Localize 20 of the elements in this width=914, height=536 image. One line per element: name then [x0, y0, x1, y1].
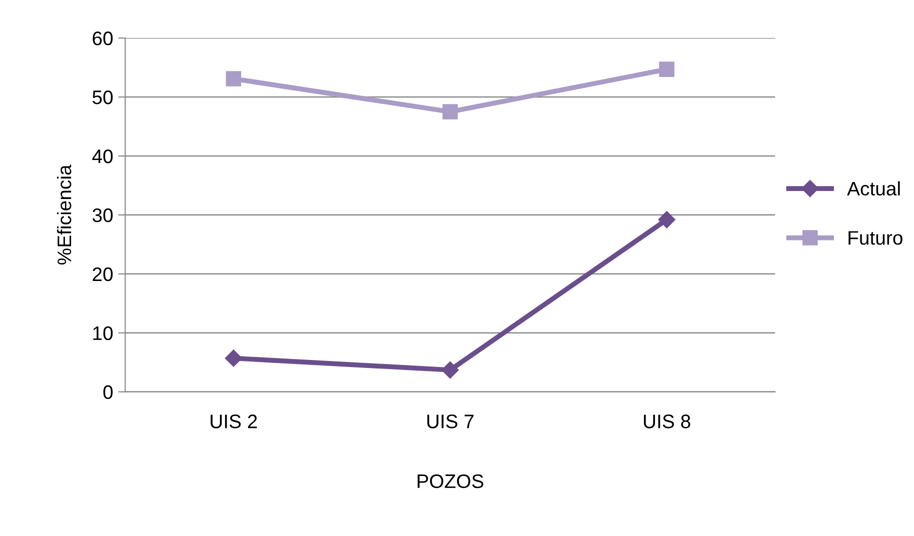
legend-label: Actual	[847, 181, 900, 196]
legend-label: Futuro	[848, 231, 902, 245]
y-tick-label: 30	[92, 208, 113, 222]
point	[442, 104, 458, 120]
x-tick-label: UIS 2	[210, 414, 257, 428]
y-tick-label: 50	[92, 90, 113, 104]
x-tick-label: UIS 7	[427, 414, 474, 428]
point	[224, 350, 242, 367]
y-tick-label: 0	[103, 385, 113, 400]
point	[658, 211, 676, 228]
y-axis-title: %Eficiencia	[56, 164, 72, 264]
y-tick-label: 20	[92, 267, 113, 282]
x-axis-title: POZOS	[418, 474, 484, 488]
x-tick-label: UIS 8	[644, 414, 690, 428]
point	[226, 71, 242, 86]
point	[659, 62, 674, 77]
y-tick-label: 40	[92, 149, 113, 164]
y-tick-label: 10	[93, 326, 113, 340]
y-tick-label: 60	[92, 32, 113, 46]
point	[442, 361, 459, 379]
